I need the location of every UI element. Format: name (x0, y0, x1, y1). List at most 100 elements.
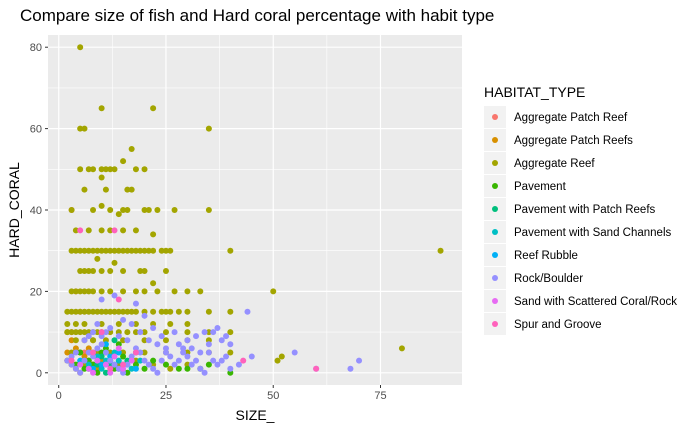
legend-key-spur-and-groove (492, 321, 498, 327)
point-aggregate-reef (102, 247, 109, 254)
point-aggregate-reef (115, 308, 122, 315)
legend-label-rock-boulder: Rock/Boulder (514, 273, 583, 285)
point-aggregate-reef (150, 308, 157, 315)
point-aggregate-reef (120, 288, 127, 295)
point-aggregate-reef (141, 207, 148, 213)
legend: HABITAT_TYPE Aggregate Patch ReefAggrega… (484, 84, 677, 335)
point-aggregate-reef (98, 288, 105, 295)
point-aggregate-reef (68, 207, 75, 213)
point-rock-boulder (188, 345, 195, 352)
point-aggregate-reef (120, 308, 127, 315)
point-rock-boulder (184, 337, 191, 344)
legend-title: HABITAT_TYPE (484, 84, 585, 100)
point-sand-with-scattered-coral-rock (111, 353, 118, 360)
point-aggregate-reef (167, 365, 174, 372)
point-aggregate-reef (124, 329, 131, 336)
point-pavement (162, 361, 169, 368)
point-aggregate-reef (141, 247, 148, 254)
point-spur-and-groove (240, 357, 247, 364)
point-rock-boulder (90, 329, 97, 336)
point-spur-and-groove (111, 227, 118, 234)
point-aggregate-reef (171, 207, 178, 213)
point-spur-and-groove (107, 365, 114, 372)
point-aggregate-reef (72, 337, 79, 344)
point-aggregate-reef (120, 158, 127, 165)
point-aggregate-reef (128, 247, 135, 254)
point-aggregate-reef (81, 268, 88, 275)
point-rock-boulder (214, 361, 221, 368)
point-aggregate-reef (64, 329, 71, 336)
point-aggregate-reef (72, 320, 79, 327)
point-sand-with-scattered-coral-rock (128, 357, 135, 364)
point-aggregate-reef (77, 166, 84, 173)
point-aggregate-reef (102, 308, 109, 315)
legend-key-sand-with-scattered-coral-rock (492, 298, 498, 304)
point-aggregate-reef (167, 247, 174, 254)
point-aggregate-reef (124, 308, 131, 315)
point-aggregate-reef (274, 357, 281, 364)
point-rock-boulder (145, 337, 152, 344)
point-spur-and-groove (313, 365, 320, 372)
point-rock-boulder (102, 349, 109, 356)
point-rock-boulder (218, 337, 225, 344)
point-rock-boulder (223, 333, 230, 340)
point-pavement-with-patch-reefs (102, 369, 109, 376)
point-aggregate-reef (132, 308, 139, 315)
point-aggregate-reef (72, 288, 79, 295)
point-aggregate-reef (205, 207, 212, 213)
y-tick-label: 60 (30, 124, 42, 136)
legend-key-aggregate-patch-reef (492, 114, 498, 120)
point-aggregate-reef (111, 308, 118, 315)
legend-key-rock-boulder (492, 275, 498, 281)
point-rock-boulder (120, 316, 127, 323)
legend-label-aggregate-patch-reef: Aggregate Patch Reef (514, 112, 628, 124)
legend-key-pavement-with-sand-channels (492, 229, 498, 235)
point-aggregate-reef (175, 308, 182, 315)
point-aggregate-reef (150, 247, 157, 254)
point-aggregate-reef (85, 268, 92, 275)
point-aggregate-reef (64, 308, 71, 315)
point-aggregate-reef (205, 329, 212, 336)
point-rock-boulder (227, 341, 234, 348)
point-rock-boulder (193, 357, 200, 364)
point-rock-boulder (162, 345, 169, 352)
point-aggregate-reef (145, 247, 152, 254)
x-tick-label: 25 (160, 390, 172, 402)
point-aggregate-reef (120, 337, 127, 344)
point-rock-boulder (210, 357, 217, 364)
point-rock-boulder (171, 329, 178, 336)
point-aggregate-reef (94, 255, 101, 262)
point-rock-boulder (154, 341, 161, 348)
y-tick-label: 0 (36, 368, 42, 380)
point-aggregate-reef (102, 166, 109, 173)
point-rock-boulder (197, 349, 204, 356)
grid-major (48, 35, 462, 385)
point-pavement (175, 365, 182, 372)
legend-key-aggregate-reef (492, 160, 498, 166)
point-rock-boulder (64, 357, 71, 364)
point-aggregate-reef (68, 288, 75, 295)
point-aggregate-reef (137, 268, 144, 275)
point-aggregate-reef (150, 105, 157, 112)
point-aggregate-reef (120, 207, 127, 213)
point-aggregate-reef (162, 268, 169, 275)
legend-label-pavement: Pavement (514, 181, 567, 193)
point-pavement (77, 349, 84, 356)
point-aggregate-reef (98, 247, 105, 254)
point-rock-boulder (175, 357, 182, 364)
x-tick-label: 50 (267, 390, 279, 402)
point-aggregate-reef (141, 349, 148, 356)
point-aggregate-reef (115, 320, 122, 327)
point-aggregate-reef (128, 308, 135, 315)
point-aggregate-reef (107, 247, 114, 254)
point-aggregate-reef (90, 207, 97, 213)
point-pavement (150, 357, 157, 364)
point-sand-with-scattered-coral-rock (102, 361, 109, 368)
point-aggregate-reef (115, 247, 122, 254)
point-rock-boulder (98, 296, 105, 303)
point-spur-and-groove (98, 329, 105, 336)
point-aggregate-reef (162, 337, 169, 344)
y-axis: 0 20 40 60 80 (30, 42, 48, 380)
point-aggregate-reef (141, 166, 148, 173)
point-rock-boulder (102, 329, 109, 336)
